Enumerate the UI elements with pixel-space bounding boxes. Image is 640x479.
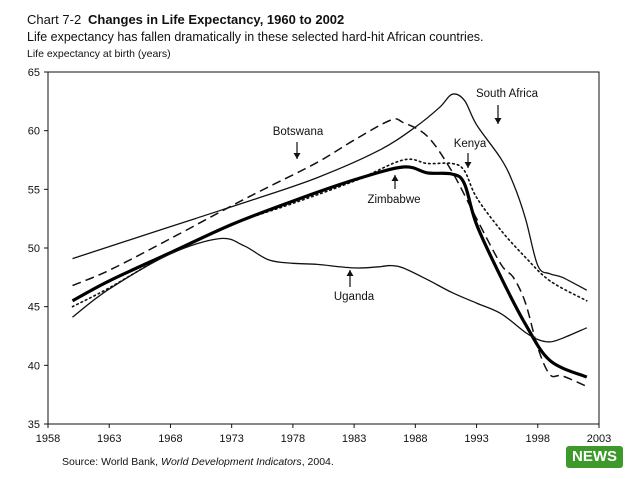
x-tick-label: 2003 xyxy=(587,433,611,445)
source-title: World Development Indicators xyxy=(161,456,302,468)
source-note: Source: World Bank, World Development In… xyxy=(62,456,334,468)
series-line-zimbabwe xyxy=(71,165,588,379)
axes: 35 40 45 50 55 60 65 1958 1963 1968 1973 1978 1983 19… xyxy=(28,67,611,445)
annotation-arrow-head xyxy=(464,162,472,168)
x-tick-label: 1983 xyxy=(342,433,366,445)
x-tick-label: 1998 xyxy=(526,433,550,445)
series-line-uganda xyxy=(72,237,588,343)
annotation-arrow-head xyxy=(494,118,502,124)
x-tick-label: 1978 xyxy=(281,433,305,445)
y-tick-label: 65 xyxy=(28,67,40,79)
y-tick-label: 50 xyxy=(28,243,40,255)
chart-number: Chart 7-2 xyxy=(27,12,82,27)
annotations: South Africa Botswana Kenya Zimbabwe Uganda xyxy=(273,88,539,303)
y-tick-label: 40 xyxy=(28,360,40,372)
y-axis-label: Life expectancy at birth (years) xyxy=(27,48,171,60)
chart-subtitle: Life expectancy has fallen dramatically … xyxy=(27,30,484,44)
series-lines xyxy=(71,93,588,388)
x-tick-label: 1988 xyxy=(403,433,427,445)
source-suffix: , 2004. xyxy=(301,456,334,468)
annotation-arrow-head xyxy=(391,175,399,181)
series-line-south-africa xyxy=(72,93,588,291)
annotation-label: Uganda xyxy=(334,291,375,303)
annotation-arrow-head xyxy=(293,153,301,159)
news-badge-logo: NEWS xyxy=(566,446,623,468)
annotation-label: Botswana xyxy=(273,126,324,138)
x-tick-label: 1958 xyxy=(36,433,60,445)
y-tick-label: 35 xyxy=(28,419,40,431)
y-tick-label: 45 xyxy=(28,302,40,314)
source-prefix: Source: World Bank, xyxy=(62,456,162,468)
y-tick-label: 60 xyxy=(28,126,40,138)
series-line-botswana xyxy=(72,118,588,388)
x-tick-label: 1973 xyxy=(219,433,243,445)
annotation-arrow-head xyxy=(346,270,354,276)
x-tick-label: 1963 xyxy=(97,433,121,445)
annotation-label: South Africa xyxy=(476,88,539,100)
annotation-label: Zimbabwe xyxy=(367,194,420,206)
annotation-label: Kenya xyxy=(454,138,487,150)
x-tick-label: 1993 xyxy=(464,433,488,445)
y-tick-label: 55 xyxy=(28,184,40,196)
chart-title: Changes in Life Expectancy, 1960 to 2002 xyxy=(88,12,345,27)
x-tick-label: 1968 xyxy=(158,433,182,445)
plot-frame xyxy=(47,71,600,425)
